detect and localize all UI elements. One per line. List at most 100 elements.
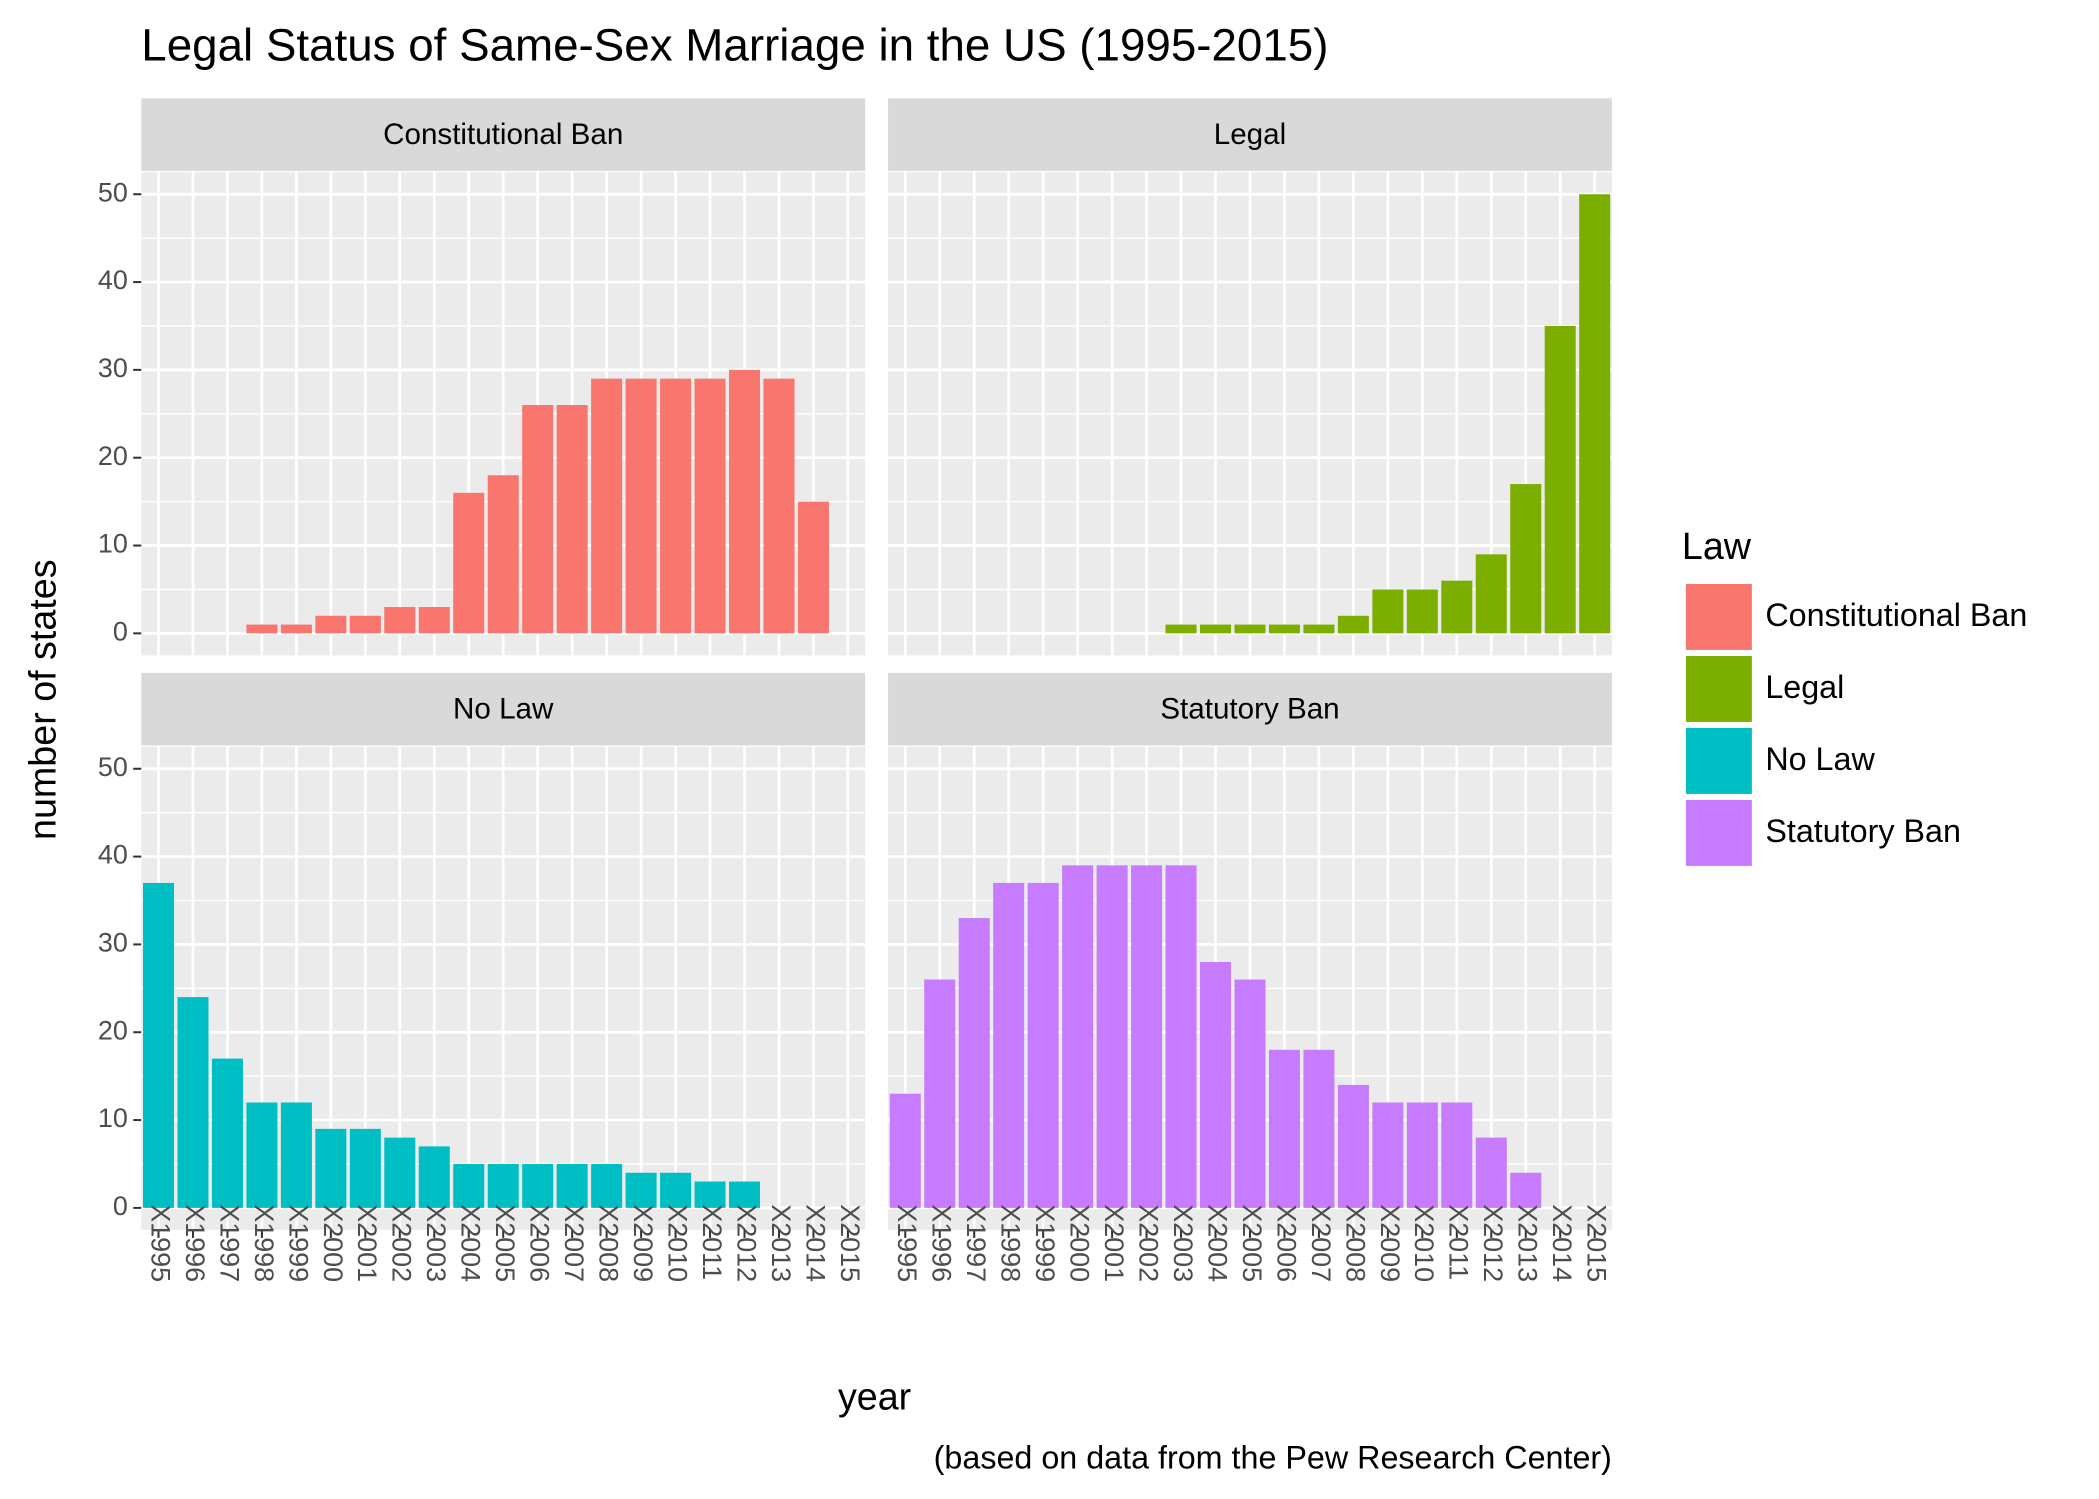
bar (763, 378, 795, 634)
x-tick-label: X2006 (1271, 1204, 1301, 1282)
bar (1441, 1102, 1473, 1208)
bar (246, 1102, 278, 1208)
bar (418, 607, 450, 634)
y-tick-label: 30 (98, 353, 128, 383)
caption: (based on data from the Pew Research Cen… (934, 1439, 1612, 1475)
x-tick-label: X2005 (490, 1204, 520, 1282)
bar (1062, 865, 1094, 1208)
bar (1544, 325, 1576, 634)
bar (453, 492, 485, 634)
legend-key (1685, 584, 1752, 650)
bar (694, 1181, 726, 1208)
y-tick-label: 50 (98, 177, 128, 207)
bar (315, 615, 347, 634)
strip-label: Legal (1214, 118, 1286, 151)
bar (591, 1163, 623, 1208)
bar (1165, 624, 1197, 634)
bar (625, 378, 657, 634)
bar (1096, 865, 1128, 1208)
legend-label: Constitutional Ban (1765, 597, 2027, 633)
x-tick-label: X2011 (1444, 1204, 1474, 1280)
bar (1027, 882, 1059, 1208)
bar (211, 1058, 243, 1208)
x-tick-label: X1999 (1030, 1204, 1060, 1282)
bar (1372, 1102, 1404, 1208)
legend-key (1685, 727, 1752, 794)
x-tick-label: X1997 (961, 1204, 991, 1282)
y-tick-label: 50 (98, 752, 128, 782)
strip-background (141, 672, 866, 746)
x-tick-label: X2009 (1375, 1204, 1405, 1282)
y-tick-label: 10 (98, 529, 128, 559)
bar (384, 1137, 416, 1208)
x-tick-label: X2014 (1547, 1204, 1577, 1282)
bar (522, 405, 554, 634)
bar (522, 1163, 554, 1208)
bar (177, 997, 209, 1208)
bar (1199, 624, 1232, 634)
x-tick-label: X2006 (525, 1204, 555, 1282)
strip-label: No Law (453, 692, 554, 725)
bar (349, 615, 381, 634)
x-tick-label: X2007 (559, 1204, 589, 1282)
bar (453, 1163, 485, 1208)
x-tick-label: X2002 (1133, 1204, 1163, 1282)
x-tick-label: X2015 (835, 1204, 865, 1282)
bar (487, 1163, 519, 1208)
x-tick-label: X2014 (800, 1204, 830, 1282)
bar (1510, 484, 1542, 634)
bar (694, 378, 726, 634)
bar (1579, 194, 1611, 634)
x-tick-label: X2000 (318, 1204, 348, 1282)
x-tick-label: X2007 (1306, 1204, 1336, 1282)
bar (556, 1163, 588, 1208)
bar (1303, 624, 1335, 634)
bar (660, 1172, 692, 1208)
bar (315, 1128, 347, 1208)
y-tick-label: 30 (98, 928, 128, 958)
x-tick-label: X2009 (628, 1204, 658, 1282)
legend-key (1685, 655, 1752, 722)
bar (349, 1128, 381, 1208)
bar (1131, 865, 1163, 1208)
x-tick-label: X2005 (1237, 1204, 1267, 1282)
x-tick-label: X2003 (1168, 1204, 1198, 1282)
bar (1268, 1049, 1300, 1208)
strip-label: Constitutional Ban (383, 118, 623, 151)
bar (924, 979, 956, 1208)
bar (418, 1146, 450, 1208)
x-tick-label: X2012 (731, 1204, 761, 1282)
bar (1441, 580, 1473, 634)
bar (625, 1172, 657, 1208)
bar (1510, 1172, 1542, 1208)
x-tick-label: X2015 (1582, 1204, 1612, 1282)
bar (384, 607, 416, 634)
bar (889, 1093, 921, 1208)
x-axis-label: year (838, 1375, 911, 1417)
bar (1234, 624, 1266, 634)
bar (993, 882, 1025, 1208)
x-tick-label: X2002 (387, 1204, 417, 1282)
strip-background (888, 672, 1612, 746)
x-tick-label: X1998 (996, 1204, 1026, 1282)
bar (1475, 1137, 1507, 1208)
y-tick-label: 0 (113, 616, 128, 646)
chart-title: Legal Status of Same-Sex Marriage in the… (141, 20, 1328, 71)
x-tick-label: X2001 (1099, 1204, 1129, 1282)
y-tick-label: 40 (98, 840, 128, 870)
x-tick-label: X2010 (1409, 1204, 1439, 1282)
x-tick-label: X1996 (180, 1204, 210, 1282)
y-tick-label: 20 (98, 441, 128, 471)
bar (958, 918, 990, 1208)
x-tick-label: X2004 (456, 1204, 486, 1282)
bar (729, 369, 761, 634)
x-tick-label: X2004 (1202, 1204, 1232, 1282)
y-tick-label: 20 (98, 1015, 128, 1045)
legend-title: Law (1682, 525, 1752, 567)
x-tick-label: X2001 (352, 1204, 382, 1282)
bar (143, 882, 175, 1208)
bar (1337, 1084, 1369, 1208)
bar (1165, 865, 1197, 1208)
y-tick-label: 10 (98, 1103, 128, 1133)
y-tick-label: 0 (113, 1191, 128, 1221)
